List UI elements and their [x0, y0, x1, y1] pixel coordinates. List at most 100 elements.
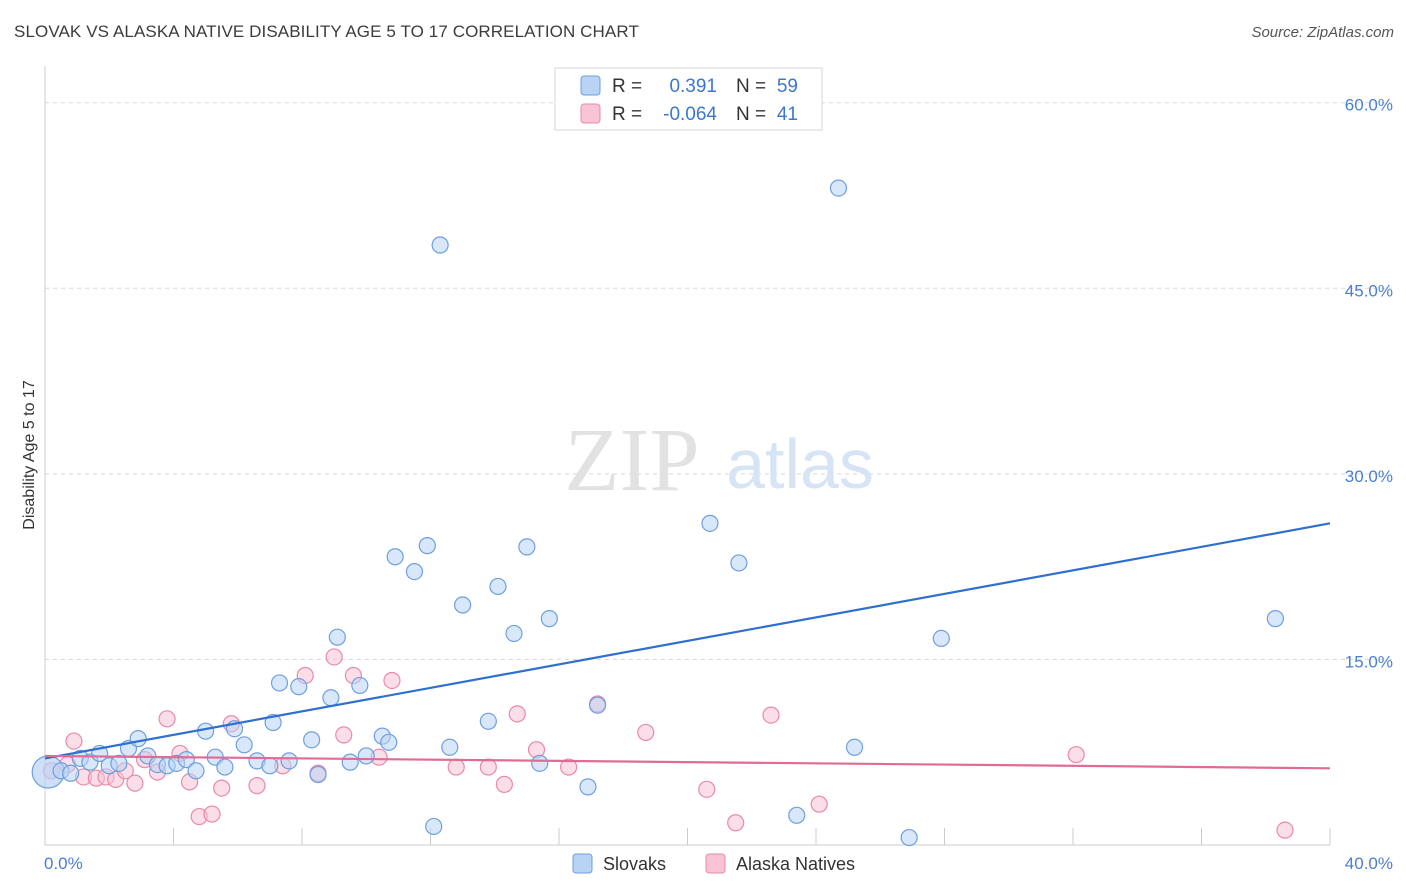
slovaks-point	[270, 674, 289, 692]
legend-r-value: 0.391	[669, 76, 717, 97]
slovaks-point	[261, 757, 279, 775]
slovaks-point	[829, 179, 848, 197]
slovaks-point	[425, 817, 443, 836]
y-tick-label: 60.0%	[1345, 96, 1393, 115]
alaska-natives-point	[447, 758, 465, 776]
legend-series-alaska-natives: Alaska Natives	[736, 854, 855, 874]
slovaks-point	[405, 563, 424, 581]
legend-series-slovaks: Slovaks	[603, 854, 666, 874]
y-tick-label: 15.0%	[1345, 652, 1393, 671]
alaska-natives-point	[65, 732, 83, 750]
alaska-natives-point	[248, 777, 266, 795]
slovaks-point	[357, 747, 375, 765]
alaska-natives-point	[479, 758, 497, 776]
slovaks-point	[386, 548, 404, 566]
slovaks-point	[479, 712, 497, 730]
alaska-natives-point	[727, 814, 745, 832]
alaska-natives-point	[335, 726, 353, 744]
y-tick-label: 30.0%	[1345, 467, 1393, 486]
legend-n-label: N =	[736, 104, 766, 125]
alaska-natives-point	[203, 805, 221, 823]
slovaks-point	[197, 722, 215, 740]
slovaks-point	[309, 765, 327, 784]
grid-lines	[45, 102, 1392, 660]
series-legend: Slovaks Alaska Natives	[572, 853, 855, 874]
legend-n-value: 59	[777, 76, 798, 97]
slovaks-point	[62, 764, 80, 782]
slovaks-point	[418, 537, 436, 555]
slovaks-point	[579, 778, 597, 796]
slovaks-point	[845, 738, 864, 756]
slovaks-point	[730, 554, 748, 572]
slovaks-point	[518, 538, 536, 556]
slovaks-point	[380, 733, 398, 751]
slovaks-point	[531, 754, 549, 772]
chart-title: SLOVAK VS ALASKA NATIVE DISABILITY AGE 5…	[14, 22, 639, 41]
slovaks-point	[1266, 610, 1284, 628]
slovaks-point	[900, 828, 918, 847]
alaska-natives-point	[637, 723, 655, 742]
legend-r-value: -0.064	[663, 104, 717, 125]
alaska-natives-point	[1067, 746, 1085, 764]
y-axis-label: Disability Age 5 to 17	[21, 380, 38, 530]
slovaks-point	[588, 696, 607, 714]
x-tick-label: 40.0%	[1345, 854, 1393, 873]
alaska-natives-trend-line	[44, 754, 1331, 770]
alaska-natives-point	[158, 710, 176, 728]
slovaks-point	[110, 754, 128, 772]
legend-n-label: N =	[736, 76, 766, 97]
x-tick-label: 0.0%	[44, 854, 83, 873]
slovaks-point	[431, 236, 449, 254]
legend-r-label: R =	[612, 104, 642, 125]
slovaks-point	[322, 689, 340, 707]
slovaks-point	[454, 596, 472, 614]
slovaks-points	[31, 179, 1284, 847]
slovaks-point	[187, 762, 205, 780]
slovaks-point	[235, 736, 253, 754]
slovaks-point	[788, 806, 806, 824]
legend-swatch-alaska-natives	[705, 853, 726, 874]
watermark: ZIP atlas	[565, 411, 874, 510]
tick-labels: 15.0% 30.0% 45.0% 60.0% 0.0% 40.0%	[44, 96, 1393, 873]
slovaks-point	[351, 676, 369, 695]
slovaks-point	[290, 678, 308, 696]
slovaks-point	[303, 731, 321, 749]
slovaks-trend-line	[44, 522, 1331, 760]
correlation-legend: R = 0.391 N = 59 R = -0.064 N = 41	[554, 67, 823, 131]
legend-swatch-slovaks	[572, 853, 593, 874]
legend-swatch-slovaks	[580, 75, 601, 96]
source-credit: Source: ZipAtlas.com	[1251, 24, 1394, 41]
legend-n-value: 41	[777, 104, 798, 125]
slovaks-point	[505, 624, 523, 643]
legend-r-label: R =	[612, 76, 642, 97]
alaska-natives-point	[508, 705, 526, 723]
alaska-natives-point	[1276, 821, 1294, 839]
alaska-natives-point	[383, 671, 401, 690]
slovaks-point	[701, 514, 719, 532]
watermark-zip: ZIP	[565, 411, 700, 510]
legend-swatch-alaska-natives	[580, 103, 601, 124]
alaska-natives-point	[762, 706, 780, 724]
alaska-natives-point	[560, 758, 578, 776]
slovaks-point	[341, 753, 359, 771]
y-tick-label: 45.0%	[1345, 281, 1393, 300]
alaska-natives-point	[495, 775, 513, 793]
trend-lines	[44, 522, 1331, 770]
slovaks-point	[177, 751, 195, 769]
alaska-natives-points	[42, 648, 1294, 839]
slovaks-point	[540, 610, 558, 628]
slovaks-point	[441, 738, 459, 756]
slovaks-point	[280, 752, 298, 770]
slovaks-point	[489, 577, 507, 596]
alaska-natives-point	[810, 795, 828, 813]
alaska-natives-point	[325, 648, 343, 666]
slovaks-point	[932, 629, 950, 648]
alaska-natives-point	[213, 779, 231, 797]
alaska-natives-point	[698, 780, 716, 798]
slovaks-point	[328, 628, 346, 646]
alaska-natives-point	[126, 774, 144, 792]
watermark-atlas: atlas	[726, 425, 874, 503]
slovaks-point	[129, 730, 147, 748]
slovaks-point	[216, 758, 234, 776]
